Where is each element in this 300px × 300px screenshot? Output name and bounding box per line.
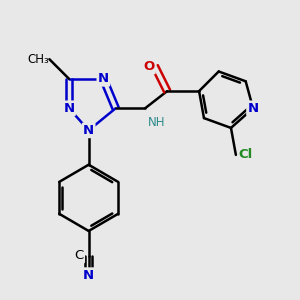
Text: C: C: [74, 249, 84, 262]
Text: CH₃: CH₃: [28, 53, 50, 66]
Text: N: N: [64, 102, 75, 115]
Text: Cl: Cl: [238, 148, 253, 161]
Text: N: N: [98, 72, 109, 85]
Text: N: N: [248, 102, 259, 115]
Text: N: N: [83, 124, 94, 137]
Text: N: N: [83, 268, 94, 282]
Text: O: O: [143, 60, 154, 73]
Text: NH: NH: [148, 116, 165, 129]
